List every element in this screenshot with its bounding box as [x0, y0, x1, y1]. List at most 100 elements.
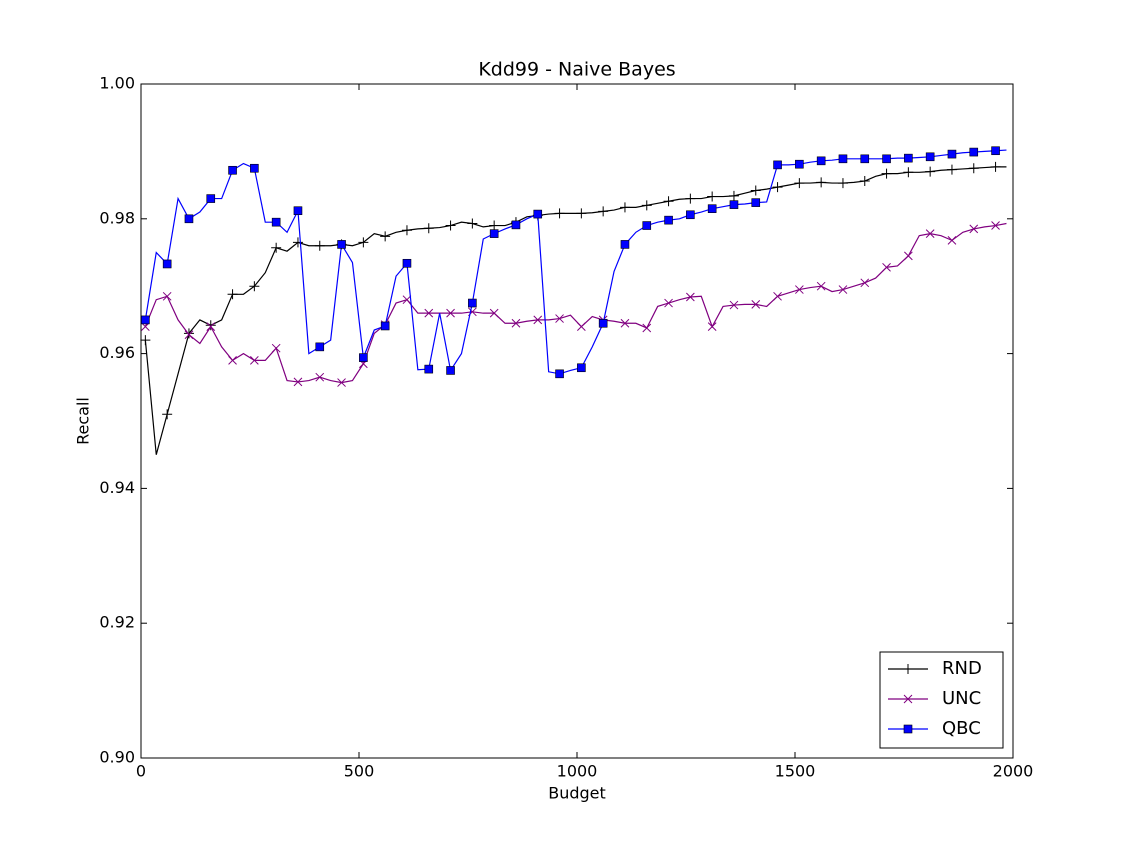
legend-label: RND: [942, 658, 982, 679]
data-point: [467, 218, 478, 229]
data-point: [511, 318, 521, 328]
data-point: [707, 191, 718, 202]
data-point: [772, 182, 783, 193]
y-tick-label: 0.96: [99, 343, 135, 362]
data-point: [751, 198, 761, 207]
data-point: [991, 146, 1000, 156]
data-point: [293, 377, 303, 387]
data-point: [577, 363, 586, 373]
data-point: [401, 225, 412, 236]
data-point: [664, 298, 673, 308]
data-point: [707, 322, 717, 331]
legend-marker: [903, 724, 913, 734]
data-point: [555, 314, 564, 323]
legend-marker: [903, 694, 913, 704]
x-tick-label: 1000: [557, 762, 598, 781]
data-point: [816, 156, 826, 166]
data-point: [162, 409, 173, 420]
data-point: [402, 258, 412, 268]
data-point: [402, 295, 412, 305]
data-point: [249, 281, 260, 292]
data-point: [489, 220, 500, 231]
data-point: [489, 308, 499, 318]
y-axis-label: Recall: [74, 397, 93, 445]
data-point: [946, 164, 957, 175]
legend-box: [879, 651, 1004, 749]
data-point: [620, 240, 630, 249]
data-point: [271, 242, 282, 253]
data-point: [620, 318, 630, 328]
data-point: [969, 224, 979, 234]
data-point: [904, 251, 913, 261]
y-tick-label: 0.92: [99, 613, 135, 632]
data-point: [533, 315, 543, 325]
data-point: [205, 320, 216, 331]
data-point: [424, 308, 434, 318]
data-point: [685, 193, 696, 204]
data-point: [859, 176, 870, 187]
data-point: [728, 190, 739, 201]
data-point: [533, 209, 543, 219]
data-point: [293, 206, 303, 216]
data-point: [947, 149, 957, 159]
data-point: [903, 167, 914, 178]
legend-marker: [903, 664, 913, 674]
data-point: [337, 240, 346, 249]
data-point: [881, 168, 892, 179]
data-point: [446, 308, 455, 318]
data-point: [729, 300, 739, 310]
data-point: [642, 323, 652, 333]
data-point: [554, 208, 565, 219]
data-point: [686, 292, 695, 302]
data-point: [227, 289, 238, 300]
y-tick-label: 0.90: [99, 748, 135, 767]
data-point: [925, 229, 935, 238]
data-point: [882, 262, 891, 272]
data-point: [162, 291, 172, 301]
data-point: [773, 160, 782, 170]
data-point: [183, 328, 194, 339]
data-point: [707, 204, 717, 213]
data-point: [838, 154, 848, 164]
data-point: [947, 236, 957, 245]
data-point: [206, 322, 216, 331]
x-axis-label: Budget: [548, 784, 606, 803]
data-point: [969, 147, 979, 157]
data-point: [206, 194, 216, 203]
data-point: [424, 364, 434, 374]
data-point: [359, 353, 368, 362]
data-point: [795, 159, 804, 169]
data-point: [598, 318, 608, 328]
data-point: [337, 378, 346, 387]
data-point: [968, 163, 979, 174]
data-point: [446, 366, 455, 375]
data-point: [751, 300, 761, 309]
series-line: [144, 222, 1007, 384]
data-point: [816, 177, 827, 188]
data-point: [271, 343, 281, 353]
data-point: [423, 223, 434, 234]
data-point: [794, 178, 805, 189]
data-point: [619, 202, 630, 213]
data-point: [576, 208, 587, 219]
data-point: [315, 372, 325, 382]
data-point: [555, 369, 564, 379]
legend-label: UNC: [942, 688, 981, 709]
data-point: [990, 161, 1001, 172]
data-point: [773, 291, 782, 301]
data-point: [860, 278, 870, 288]
legend-label: QBC: [942, 718, 981, 739]
data-point: [489, 229, 499, 238]
data-point: [686, 210, 695, 220]
data-point: [838, 285, 848, 294]
data-point: [162, 259, 172, 269]
data-point: [140, 335, 151, 346]
y-tick-label: 0.98: [99, 208, 135, 227]
data-point: [882, 154, 891, 164]
data-point: [598, 206, 609, 217]
data-point: [642, 221, 652, 230]
data-point: [511, 220, 521, 230]
data-point: [904, 153, 913, 163]
